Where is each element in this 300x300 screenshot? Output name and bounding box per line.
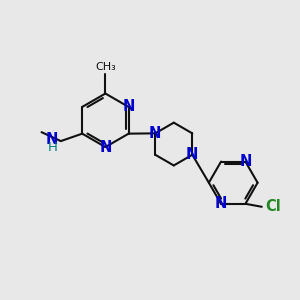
Text: N: N [215,196,227,211]
Text: N: N [122,99,135,114]
Text: N: N [239,154,252,169]
Text: H: H [48,141,58,154]
Text: N: N [186,147,199,162]
Text: N: N [99,140,112,154]
Text: N: N [46,132,59,147]
Text: Cl: Cl [265,199,281,214]
Text: N: N [149,126,161,141]
Text: CH₃: CH₃ [95,62,116,72]
